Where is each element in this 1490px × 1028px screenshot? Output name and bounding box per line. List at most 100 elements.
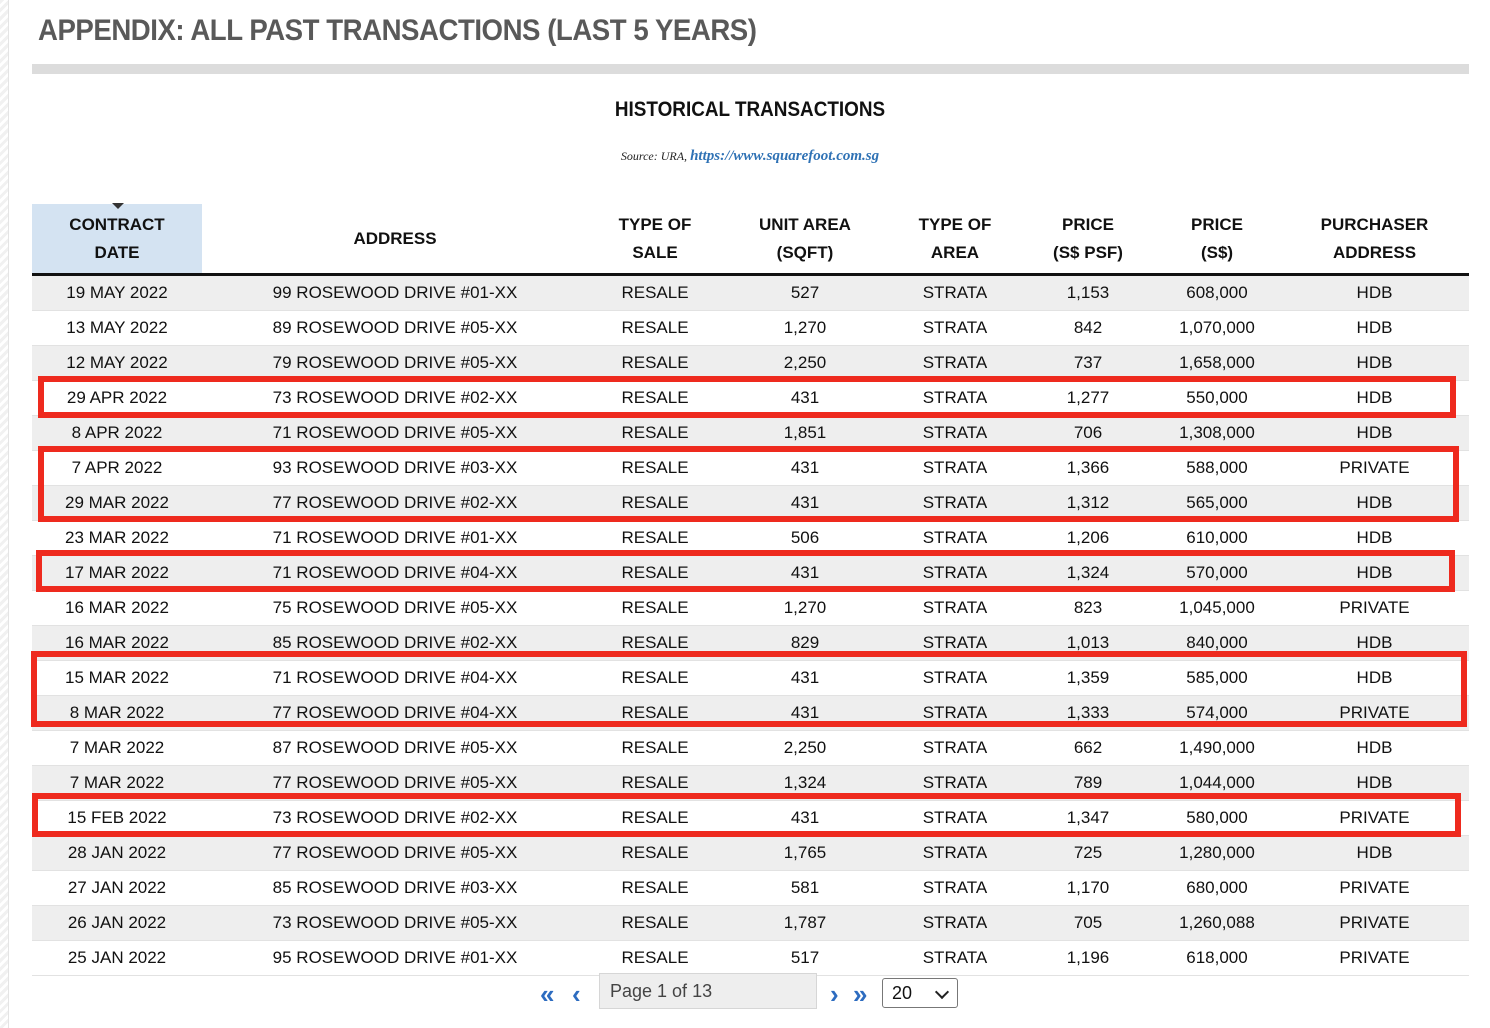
column-header-type-of-area[interactable]: TYPE OF AREA [888, 204, 1022, 276]
table-row[interactable]: 25 JAN 2022 95 ROSEWOOD DRIVE #01-XX RESAL… [32, 940, 1469, 976]
source-link[interactable]: https://www.squarefoot.com.sg [690, 148, 880, 164]
table-row[interactable]: 16 MAR 2022 75 ROSEWOOD DRIVE #05-XX RESAL… [32, 590, 1469, 626]
cell-price-psf: 1,277 [1022, 380, 1154, 416]
cell-address: 73 ROSEWOOD DRIVE #02-XX [202, 380, 588, 416]
cell-contract-date: 23 MAR 2022 [32, 520, 202, 556]
column-header-unit-area[interactable]: UNIT AREA (SQFT) [722, 204, 888, 276]
header-line-2: ADDRESS [1332, 242, 1417, 262]
last-page-button[interactable]: » [853, 981, 867, 1007]
table-row[interactable]: 12 MAY 2022 79 ROSEWOOD DRIVE #05-XX RESAL… [32, 345, 1469, 381]
cell-address: 77 ROSEWOOD DRIVE #02-XX [202, 485, 588, 521]
cell-price-psf: 662 [1022, 730, 1154, 766]
cell-unit-area: 517 [722, 940, 888, 976]
cell-type-of-area: STRATA [888, 274, 1022, 311]
next-page-button[interactable]: › [830, 981, 839, 1007]
table-row[interactable]: 15 MAR 2022 71 ROSEWOOD DRIVE #04-XX RESAL… [32, 660, 1469, 696]
column-header-contract-date[interactable]: CONTRACT DATE [32, 203, 202, 276]
cell-unit-area: 431 [722, 555, 888, 591]
header-line-2: (SQFT) [776, 242, 834, 262]
cell-unit-area: 506 [722, 520, 888, 556]
cell-type-of-area: STRATA [888, 800, 1022, 836]
cell-price-psf: 1,366 [1022, 450, 1154, 486]
table-row[interactable]: 23 MAR 2022 71 ROSEWOOD DRIVE #01-XX RESAL… [32, 520, 1469, 556]
column-header-address[interactable]: ADDRESS [202, 204, 588, 276]
source-prefix: Source: URA, [620, 149, 688, 163]
cell-unit-area: 1,270 [722, 310, 888, 346]
table-body: 19 MAY 2022 99 ROSEWOOD DRIVE #01-XX RESAL… [32, 274, 1469, 976]
table-row[interactable]: 8 MAR 2022 77 ROSEWOOD DRIVE #04-XX RESALE… [32, 695, 1469, 731]
header-line-1: UNIT AREA [759, 214, 851, 234]
table-row[interactable]: 28 JAN 2022 77 ROSEWOOD DRIVE #05-XX RESAL… [32, 835, 1469, 871]
cell-price-psf: 1,153 [1022, 274, 1154, 311]
cell-purchaser-address: HDB [1280, 274, 1469, 311]
cell-price: 1,280,000 [1154, 835, 1280, 871]
cell-price-psf: 1,206 [1022, 520, 1154, 556]
cell-unit-area: 1,787 [722, 905, 888, 941]
cell-price-psf: 737 [1022, 345, 1154, 381]
header-line-1: PRICE [1191, 214, 1243, 234]
table-row[interactable]: 27 JAN 2022 85 ROSEWOOD DRIVE #03-XX RESAL… [32, 870, 1469, 906]
cell-contract-date: 28 JAN 2022 [32, 835, 202, 871]
cell-unit-area: 431 [722, 695, 888, 731]
column-header-type-of-sale[interactable]: TYPE OF SALE [588, 204, 722, 276]
cell-type-of-area: STRATA [888, 660, 1022, 696]
cell-type-of-sale: RESALE [588, 345, 722, 381]
column-header-purchaser-address[interactable]: PURCHASER ADDRESS [1280, 204, 1469, 276]
column-header-price-psf[interactable]: PRICE (S$ PSF) [1022, 204, 1154, 276]
header-line-2: SALE [632, 242, 678, 262]
cell-unit-area: 2,250 [722, 730, 888, 766]
header-line-1: CONTRACT [69, 214, 165, 234]
cell-price-psf: 1,359 [1022, 660, 1154, 696]
cell-contract-date: 13 MAY 2022 [32, 310, 202, 346]
cell-unit-area: 431 [722, 450, 888, 486]
cell-price: 580,000 [1154, 800, 1280, 836]
table-row[interactable]: 13 MAY 2022 89 ROSEWOOD DRIVE #05-XX RESAL… [32, 310, 1469, 346]
cell-address: 71 ROSEWOOD DRIVE #01-XX [202, 520, 588, 556]
cell-price: 618,000 [1154, 940, 1280, 976]
cell-price-psf: 1,333 [1022, 695, 1154, 731]
cell-price: 1,044,000 [1154, 765, 1280, 801]
table-row[interactable]: 17 MAR 2022 71 ROSEWOOD DRIVE #04-XX RESAL… [32, 555, 1469, 591]
table-row[interactable]: 26 JAN 2022 73 ROSEWOOD DRIVE #05-XX RESAL… [32, 905, 1469, 941]
cell-address: 95 ROSEWOOD DRIVE #01-XX [202, 940, 588, 976]
cell-purchaser-address: PRIVATE [1280, 695, 1469, 731]
page-size-select[interactable]: 20 [882, 978, 958, 1008]
cell-address: 85 ROSEWOOD DRIVE #02-XX [202, 625, 588, 661]
table-row[interactable]: 16 MAR 2022 85 ROSEWOOD DRIVE #02-XX RESAL… [32, 625, 1469, 661]
cell-contract-date: 15 FEB 2022 [32, 800, 202, 836]
cell-address: 71 ROSEWOOD DRIVE #04-XX [202, 555, 588, 591]
table-row[interactable]: 19 MAY 2022 99 ROSEWOOD DRIVE #01-XX RESAL… [32, 274, 1469, 311]
table-row[interactable]: 7 MAR 2022 77 ROSEWOOD DRIVE #05-XX RESALE… [32, 765, 1469, 801]
table-row[interactable]: 29 APR 2022 73 ROSEWOOD DRIVE #02-XX RESAL… [32, 380, 1469, 416]
cell-type-of-area: STRATA [888, 450, 1022, 486]
page-indicator[interactable]: Page 1 of 13 [599, 973, 817, 1009]
cell-price-psf: 1,312 [1022, 485, 1154, 521]
cell-purchaser-address: HDB [1280, 555, 1469, 591]
first-page-button[interactable]: « [540, 981, 554, 1007]
cell-type-of-sale: RESALE [588, 940, 722, 976]
cell-address: 77 ROSEWOOD DRIVE #04-XX [202, 695, 588, 731]
prev-page-button[interactable]: ‹ [572, 979, 581, 1009]
header-line-2: DATE [94, 242, 140, 262]
cell-type-of-area: STRATA [888, 695, 1022, 731]
cell-type-of-sale: RESALE [588, 520, 722, 556]
cell-address: 73 ROSEWOOD DRIVE #05-XX [202, 905, 588, 941]
cell-purchaser-address: HDB [1280, 310, 1469, 346]
header-line-1: PURCHASER [1320, 214, 1429, 234]
table-row[interactable]: 7 MAR 2022 87 ROSEWOOD DRIVE #05-XX RESALE… [32, 730, 1469, 766]
cell-price: 840,000 [1154, 625, 1280, 661]
sort-desc-icon [112, 203, 124, 209]
table-row[interactable]: 8 APR 2022 71 ROSEWOOD DRIVE #05-XX RESALE… [32, 415, 1469, 451]
table-row[interactable]: 15 FEB 2022 73 ROSEWOOD DRIVE #02-XX RESAL… [32, 800, 1469, 836]
table-row[interactable]: 7 APR 2022 93 ROSEWOOD DRIVE #03-XX RESALE… [32, 450, 1469, 486]
cell-price: 680,000 [1154, 870, 1280, 906]
cell-type-of-area: STRATA [888, 380, 1022, 416]
cell-address: 85 ROSEWOOD DRIVE #03-XX [202, 870, 588, 906]
table-row[interactable]: 29 MAR 2022 77 ROSEWOOD DRIVE #02-XX RESAL… [32, 485, 1469, 521]
cell-address: 71 ROSEWOOD DRIVE #05-XX [202, 415, 588, 451]
column-header-price[interactable]: PRICE (S$) [1154, 204, 1280, 276]
cell-contract-date: 8 APR 2022 [32, 415, 202, 451]
cell-contract-date: 19 MAY 2022 [32, 274, 202, 311]
cell-unit-area: 431 [722, 380, 888, 416]
chevron-left-icon: ‹ [572, 979, 581, 1009]
